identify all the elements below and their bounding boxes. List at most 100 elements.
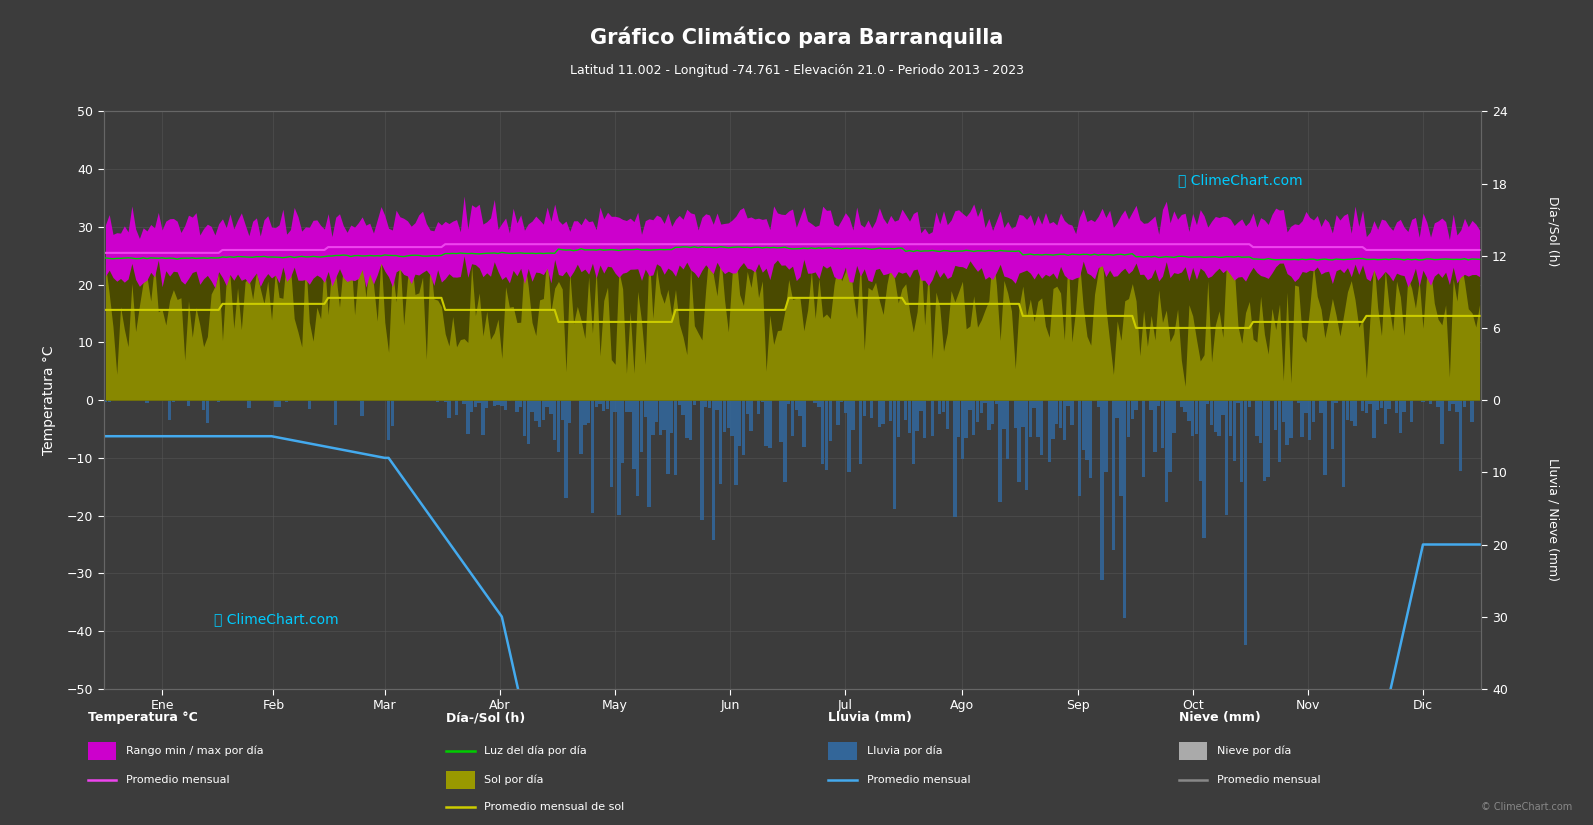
Bar bbox=[470, 400, 473, 412]
Bar bbox=[616, 400, 621, 515]
Bar bbox=[390, 400, 393, 427]
Bar bbox=[1021, 400, 1024, 427]
Bar bbox=[749, 400, 752, 431]
Bar bbox=[1134, 400, 1137, 410]
Bar bbox=[1341, 400, 1346, 487]
Bar bbox=[527, 400, 530, 444]
Bar bbox=[610, 400, 613, 487]
Bar bbox=[1368, 400, 1372, 403]
Bar bbox=[580, 400, 583, 454]
Text: © ClimeChart.com: © ClimeChart.com bbox=[1481, 802, 1572, 812]
Bar bbox=[538, 400, 542, 427]
Bar bbox=[726, 400, 730, 427]
Bar bbox=[723, 400, 726, 432]
Bar bbox=[545, 400, 550, 407]
Bar bbox=[828, 400, 832, 441]
Bar bbox=[1286, 400, 1289, 445]
Bar bbox=[1233, 400, 1236, 461]
Bar bbox=[1096, 400, 1101, 407]
Bar bbox=[515, 400, 519, 412]
Bar bbox=[701, 400, 704, 521]
Bar bbox=[712, 400, 715, 540]
Bar bbox=[814, 400, 817, 403]
Bar bbox=[1395, 400, 1399, 412]
Text: Lluvia (mm): Lluvia (mm) bbox=[828, 711, 913, 724]
Bar bbox=[1085, 400, 1088, 460]
Bar bbox=[1192, 400, 1195, 436]
Bar bbox=[107, 400, 112, 402]
Bar bbox=[1263, 400, 1266, 481]
Bar bbox=[1429, 400, 1432, 403]
Bar bbox=[307, 400, 311, 408]
Bar bbox=[632, 400, 636, 469]
Bar bbox=[886, 400, 889, 402]
Bar bbox=[1335, 400, 1338, 403]
Bar bbox=[1410, 400, 1413, 422]
Bar bbox=[1217, 400, 1220, 436]
Bar bbox=[1426, 400, 1429, 401]
Bar bbox=[870, 400, 873, 417]
Bar bbox=[145, 400, 148, 403]
Bar bbox=[1448, 400, 1451, 412]
Bar bbox=[1059, 400, 1063, 428]
Bar bbox=[674, 400, 677, 474]
Bar bbox=[1078, 400, 1082, 496]
Bar bbox=[558, 400, 561, 452]
Bar bbox=[825, 400, 828, 470]
Bar bbox=[889, 400, 892, 421]
Bar bbox=[591, 400, 594, 513]
Bar bbox=[360, 400, 363, 417]
Bar bbox=[1462, 400, 1466, 408]
Bar bbox=[1228, 400, 1231, 436]
Bar bbox=[277, 400, 280, 408]
Bar bbox=[652, 400, 655, 436]
Bar bbox=[1161, 400, 1164, 448]
Bar bbox=[629, 400, 632, 412]
Bar bbox=[1384, 400, 1388, 424]
Bar bbox=[492, 400, 495, 406]
Bar bbox=[1376, 400, 1380, 410]
Bar bbox=[1209, 400, 1214, 425]
Bar bbox=[561, 400, 564, 420]
Bar bbox=[217, 400, 220, 402]
Bar bbox=[847, 400, 851, 472]
Bar bbox=[734, 400, 738, 485]
Bar bbox=[1126, 400, 1129, 437]
Bar bbox=[583, 400, 586, 425]
Bar bbox=[202, 400, 205, 410]
Bar bbox=[1421, 400, 1424, 403]
Bar bbox=[1388, 400, 1391, 408]
Bar bbox=[636, 400, 639, 496]
Bar bbox=[1305, 400, 1308, 413]
Text: Día-/Sol (h): Día-/Sol (h) bbox=[1547, 196, 1560, 266]
Bar bbox=[803, 400, 806, 447]
Bar bbox=[1206, 400, 1209, 404]
Bar bbox=[1150, 400, 1153, 409]
Bar bbox=[1225, 400, 1228, 515]
Bar bbox=[467, 400, 470, 434]
Bar bbox=[922, 400, 927, 437]
Bar bbox=[647, 400, 652, 507]
Bar bbox=[844, 400, 847, 413]
Bar bbox=[1289, 400, 1292, 438]
Bar bbox=[1278, 400, 1281, 462]
Bar bbox=[655, 400, 658, 422]
Bar bbox=[658, 400, 663, 435]
Bar bbox=[897, 400, 900, 436]
Bar bbox=[1391, 400, 1394, 401]
Text: 🌍 ClimeChart.com: 🌍 ClimeChart.com bbox=[1179, 174, 1303, 187]
Bar bbox=[972, 400, 975, 435]
Bar bbox=[977, 400, 980, 422]
Bar bbox=[1172, 400, 1176, 433]
Bar bbox=[1142, 400, 1145, 477]
Bar bbox=[1266, 400, 1270, 478]
Bar bbox=[640, 400, 644, 452]
Bar bbox=[875, 400, 878, 401]
Bar bbox=[1112, 400, 1115, 549]
Bar bbox=[274, 400, 277, 408]
Bar bbox=[1013, 400, 1016, 428]
Bar bbox=[707, 400, 710, 408]
Bar bbox=[677, 400, 680, 405]
Bar bbox=[742, 400, 746, 455]
Bar bbox=[1300, 400, 1303, 437]
